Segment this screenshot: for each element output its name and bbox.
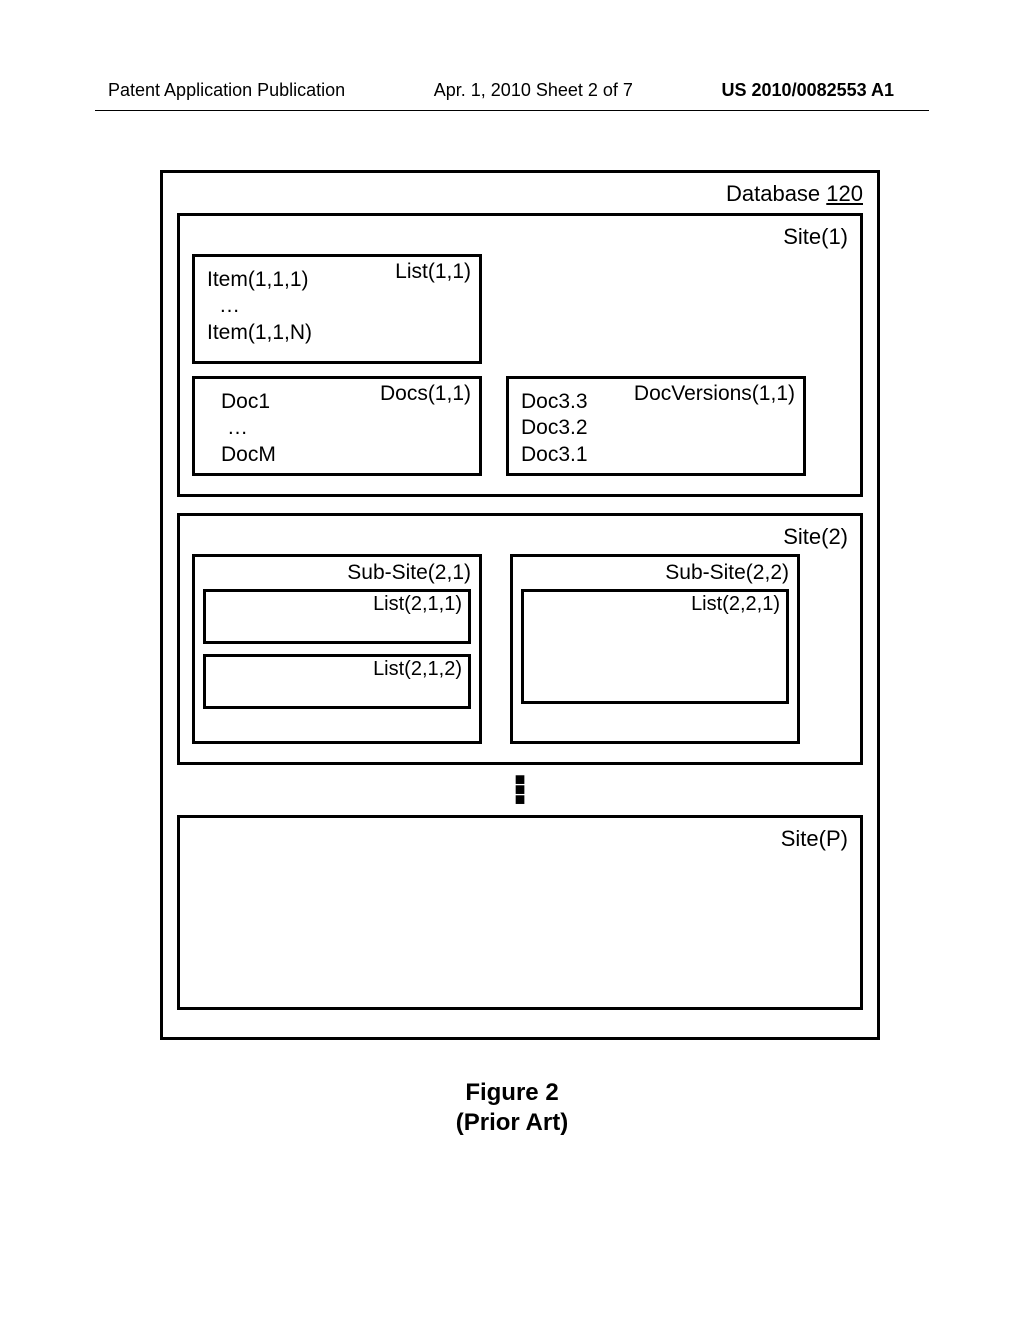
docver-3: Doc3.1 (521, 442, 791, 468)
doc-last: DocM (221, 442, 467, 468)
docs-1-1: Docs(1,1) Doc1 … DocM (192, 376, 482, 476)
site-p-label: Site(P) (192, 826, 848, 852)
subsite-2-2-label: Sub-Site(2,2) (521, 561, 789, 585)
docs-1-1-label: Docs(1,1) (380, 382, 471, 406)
site-1-label: Site(1) (192, 224, 848, 250)
site-1: Site(1) List(1,1) Item(1,1,1) … Item(1,1… (177, 213, 863, 497)
list-1-1-label: List(1,1) (395, 260, 471, 284)
list-2-1-2-label: List(2,1,2) (373, 658, 462, 681)
page-header: Patent Application Publication Apr. 1, 2… (108, 80, 894, 101)
list-2-1-2: List(2,1,2) (203, 654, 471, 709)
list-item-ellipsis: … (207, 293, 467, 319)
doc-ellipsis: … (221, 415, 467, 441)
database-label-text: Database (726, 181, 826, 206)
header-publication: Patent Application Publication (108, 80, 345, 101)
database-container: Database 120 Site(1) List(1,1) Item(1,1,… (160, 170, 880, 1040)
caption-line1: Figure 2 (0, 1078, 1024, 1108)
header-divider (95, 110, 929, 111)
dot-icon: ■ (177, 795, 863, 805)
list-2-2-1-label: List(2,2,1) (691, 593, 780, 616)
list-2-2-1: List(2,2,1) (521, 589, 789, 704)
docversions-1-1: DocVersions(1,1) Doc3.3 Doc3.2 Doc3.1 (506, 376, 806, 476)
site-2: Site(2) Sub-Site(2,1) List(2,1,1) List(2… (177, 513, 863, 765)
header-pubnum: US 2010/0082553 A1 (722, 80, 894, 101)
database-label: Database 120 (177, 181, 863, 207)
subsite-2-2: Sub-Site(2,2) List(2,2,1) (510, 554, 800, 744)
site-1-row2: Docs(1,1) Doc1 … DocM DocVersions(1,1) D… (192, 376, 848, 476)
site-p: Site(P) (177, 815, 863, 1010)
list-1-1: List(1,1) Item(1,1,1) … Item(1,1,N) (192, 254, 482, 364)
site-1-boxes: List(1,1) Item(1,1,1) … Item(1,1,N) Docs… (192, 254, 848, 476)
docversions-1-1-label: DocVersions(1,1) (634, 382, 795, 406)
docver-2: Doc3.2 (521, 415, 791, 441)
list-2-1-1: List(2,1,1) (203, 589, 471, 644)
database-label-num: 120 (826, 181, 863, 206)
subsite-2-1-label: Sub-Site(2,1) (203, 561, 471, 585)
list-2-1-1-label: List(2,1,1) (373, 593, 462, 616)
caption-line2: (Prior Art) (0, 1108, 1024, 1138)
site-2-label: Site(2) (192, 524, 848, 550)
subsite-2-1: Sub-Site(2,1) List(2,1,1) List(2,1,2) (192, 554, 482, 744)
header-sheet: Apr. 1, 2010 Sheet 2 of 7 (434, 80, 633, 101)
vertical-ellipsis: ■ ■ ■ (177, 775, 863, 805)
site-2-subsites: Sub-Site(2,1) List(2,1,1) List(2,1,2) Su… (192, 554, 848, 744)
list-item-last: Item(1,1,N) (207, 320, 467, 346)
figure-caption: Figure 2 (Prior Art) (0, 1078, 1024, 1138)
